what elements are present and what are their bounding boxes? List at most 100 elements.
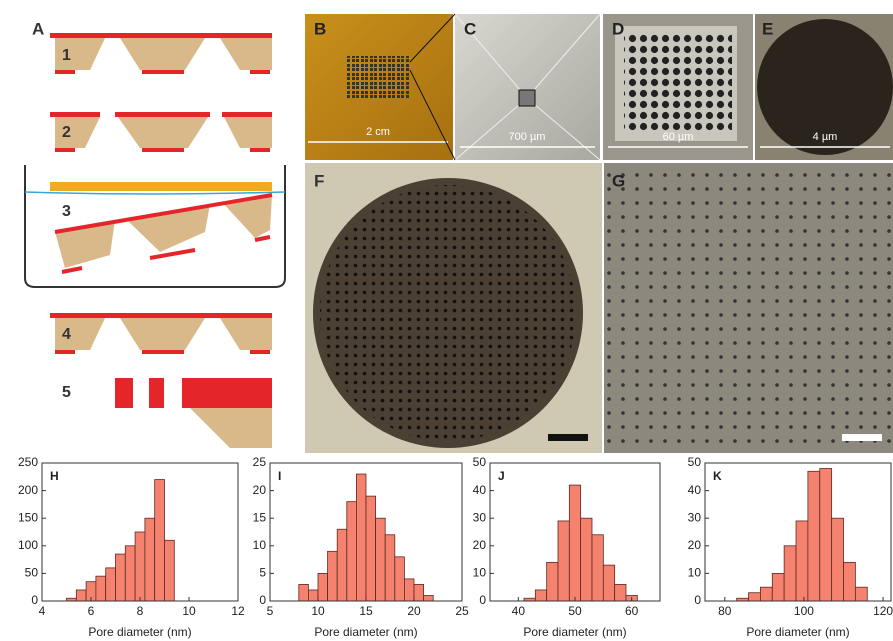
x-tick-label: 100 [794,604,814,618]
x-tick-label: 80 [718,604,732,618]
schematic: A 1 2 3 4 5 [25,19,285,448]
x-tick-label: 50 [568,604,582,618]
bar [76,590,86,601]
x-tick-label: 4 [39,604,46,618]
y-tick-label: 10 [253,538,267,552]
x-axis-label: Pore diameter (nm) [314,625,417,639]
bar [116,554,126,601]
bar [749,593,761,601]
y-tick-label: 250 [18,455,38,469]
bar [535,590,546,601]
panel-label: J [498,469,505,483]
bar [855,587,867,601]
y-tick-label: 30 [473,510,487,524]
bar [395,557,405,601]
bar [772,573,784,601]
bar [356,474,366,601]
x-tick-label: 60 [625,604,639,618]
y-tick-label: 50 [688,455,702,469]
bar [820,469,832,601]
panel-label: H [50,469,59,483]
x-tick-label: 25 [455,604,469,618]
x-axis-label: Pore diameter (nm) [523,625,626,639]
y-tick-label: 10 [688,566,702,580]
y-tick-label: 0 [479,593,486,607]
bar [581,518,592,601]
y-tick-label: 0 [31,593,38,607]
y-tick-label: 50 [25,566,39,580]
bar [366,496,376,601]
scale-bar-label: 4 µm [813,131,838,143]
y-tick-label: 40 [688,483,702,497]
bar [569,485,580,601]
y-tick-label: 25 [253,455,267,469]
step-label: 2 [62,124,71,141]
x-tick-label: 40 [512,604,526,618]
bar [796,521,808,601]
panel-label: I [278,469,281,483]
bar [328,551,338,601]
y-tick-label: 15 [253,510,267,524]
micrographs: B 2 cm C 700 µm D 60 µm E 4 µm F G [305,14,893,453]
panel-label: A [32,19,44,38]
bar [808,471,820,601]
panel-label: C [464,19,476,38]
bar [404,579,414,601]
y-tick-label: 10 [473,566,487,580]
panel-label: D [612,19,624,38]
bar [592,535,603,601]
bar [385,535,395,601]
bar [299,584,309,601]
panel-label: G [612,171,625,190]
bar [376,518,386,601]
panel-label: E [762,19,773,38]
bar [832,518,844,601]
y-tick-label: 20 [473,538,487,552]
x-tick-label: 20 [407,604,421,618]
scale-bar-label: 60 µm [663,131,694,143]
bar [165,540,175,601]
bar [106,568,116,601]
y-tick-label: 150 [18,510,38,524]
step-label: 1 [62,47,71,64]
bar [615,584,626,601]
scale-bar-label: 2 cm [366,126,390,138]
y-tick-label: 0 [259,593,266,607]
y-tick-label: 5 [259,566,266,580]
bar [145,518,155,601]
bar [337,529,347,601]
step-label: 3 [62,203,71,220]
figure: A 1 2 3 4 5 [0,0,893,641]
bar [784,546,796,601]
y-tick-label: 100 [18,538,38,552]
y-tick-label: 50 [473,455,487,469]
scale-bar-label: 700 µm [509,131,546,143]
y-tick-label: 200 [18,483,38,497]
x-tick-label: 12 [231,604,245,618]
panel-label: F [314,171,324,190]
bar [414,584,424,601]
bar [760,587,772,601]
bar [347,502,357,601]
y-tick-label: 0 [694,593,701,607]
bar [308,590,318,601]
panel-label: K [713,469,722,483]
x-tick-label: 8 [137,604,144,618]
bar [603,565,614,601]
x-axis-label: Pore diameter (nm) [88,625,191,639]
bar [125,546,135,601]
panel-label: B [314,19,326,38]
bar [96,576,106,601]
bar [155,480,165,601]
bar [424,595,434,601]
x-tick-label: 5 [267,604,274,618]
y-tick-label: 20 [688,538,702,552]
x-axis-label: Pore diameter (nm) [746,625,849,639]
x-tick-label: 10 [182,604,196,618]
y-tick-label: 40 [473,483,487,497]
bar [558,521,569,601]
y-tick-label: 20 [253,483,267,497]
x-tick-label: 6 [88,604,95,618]
x-tick-label: 15 [359,604,373,618]
y-tick-label: 30 [688,510,702,524]
